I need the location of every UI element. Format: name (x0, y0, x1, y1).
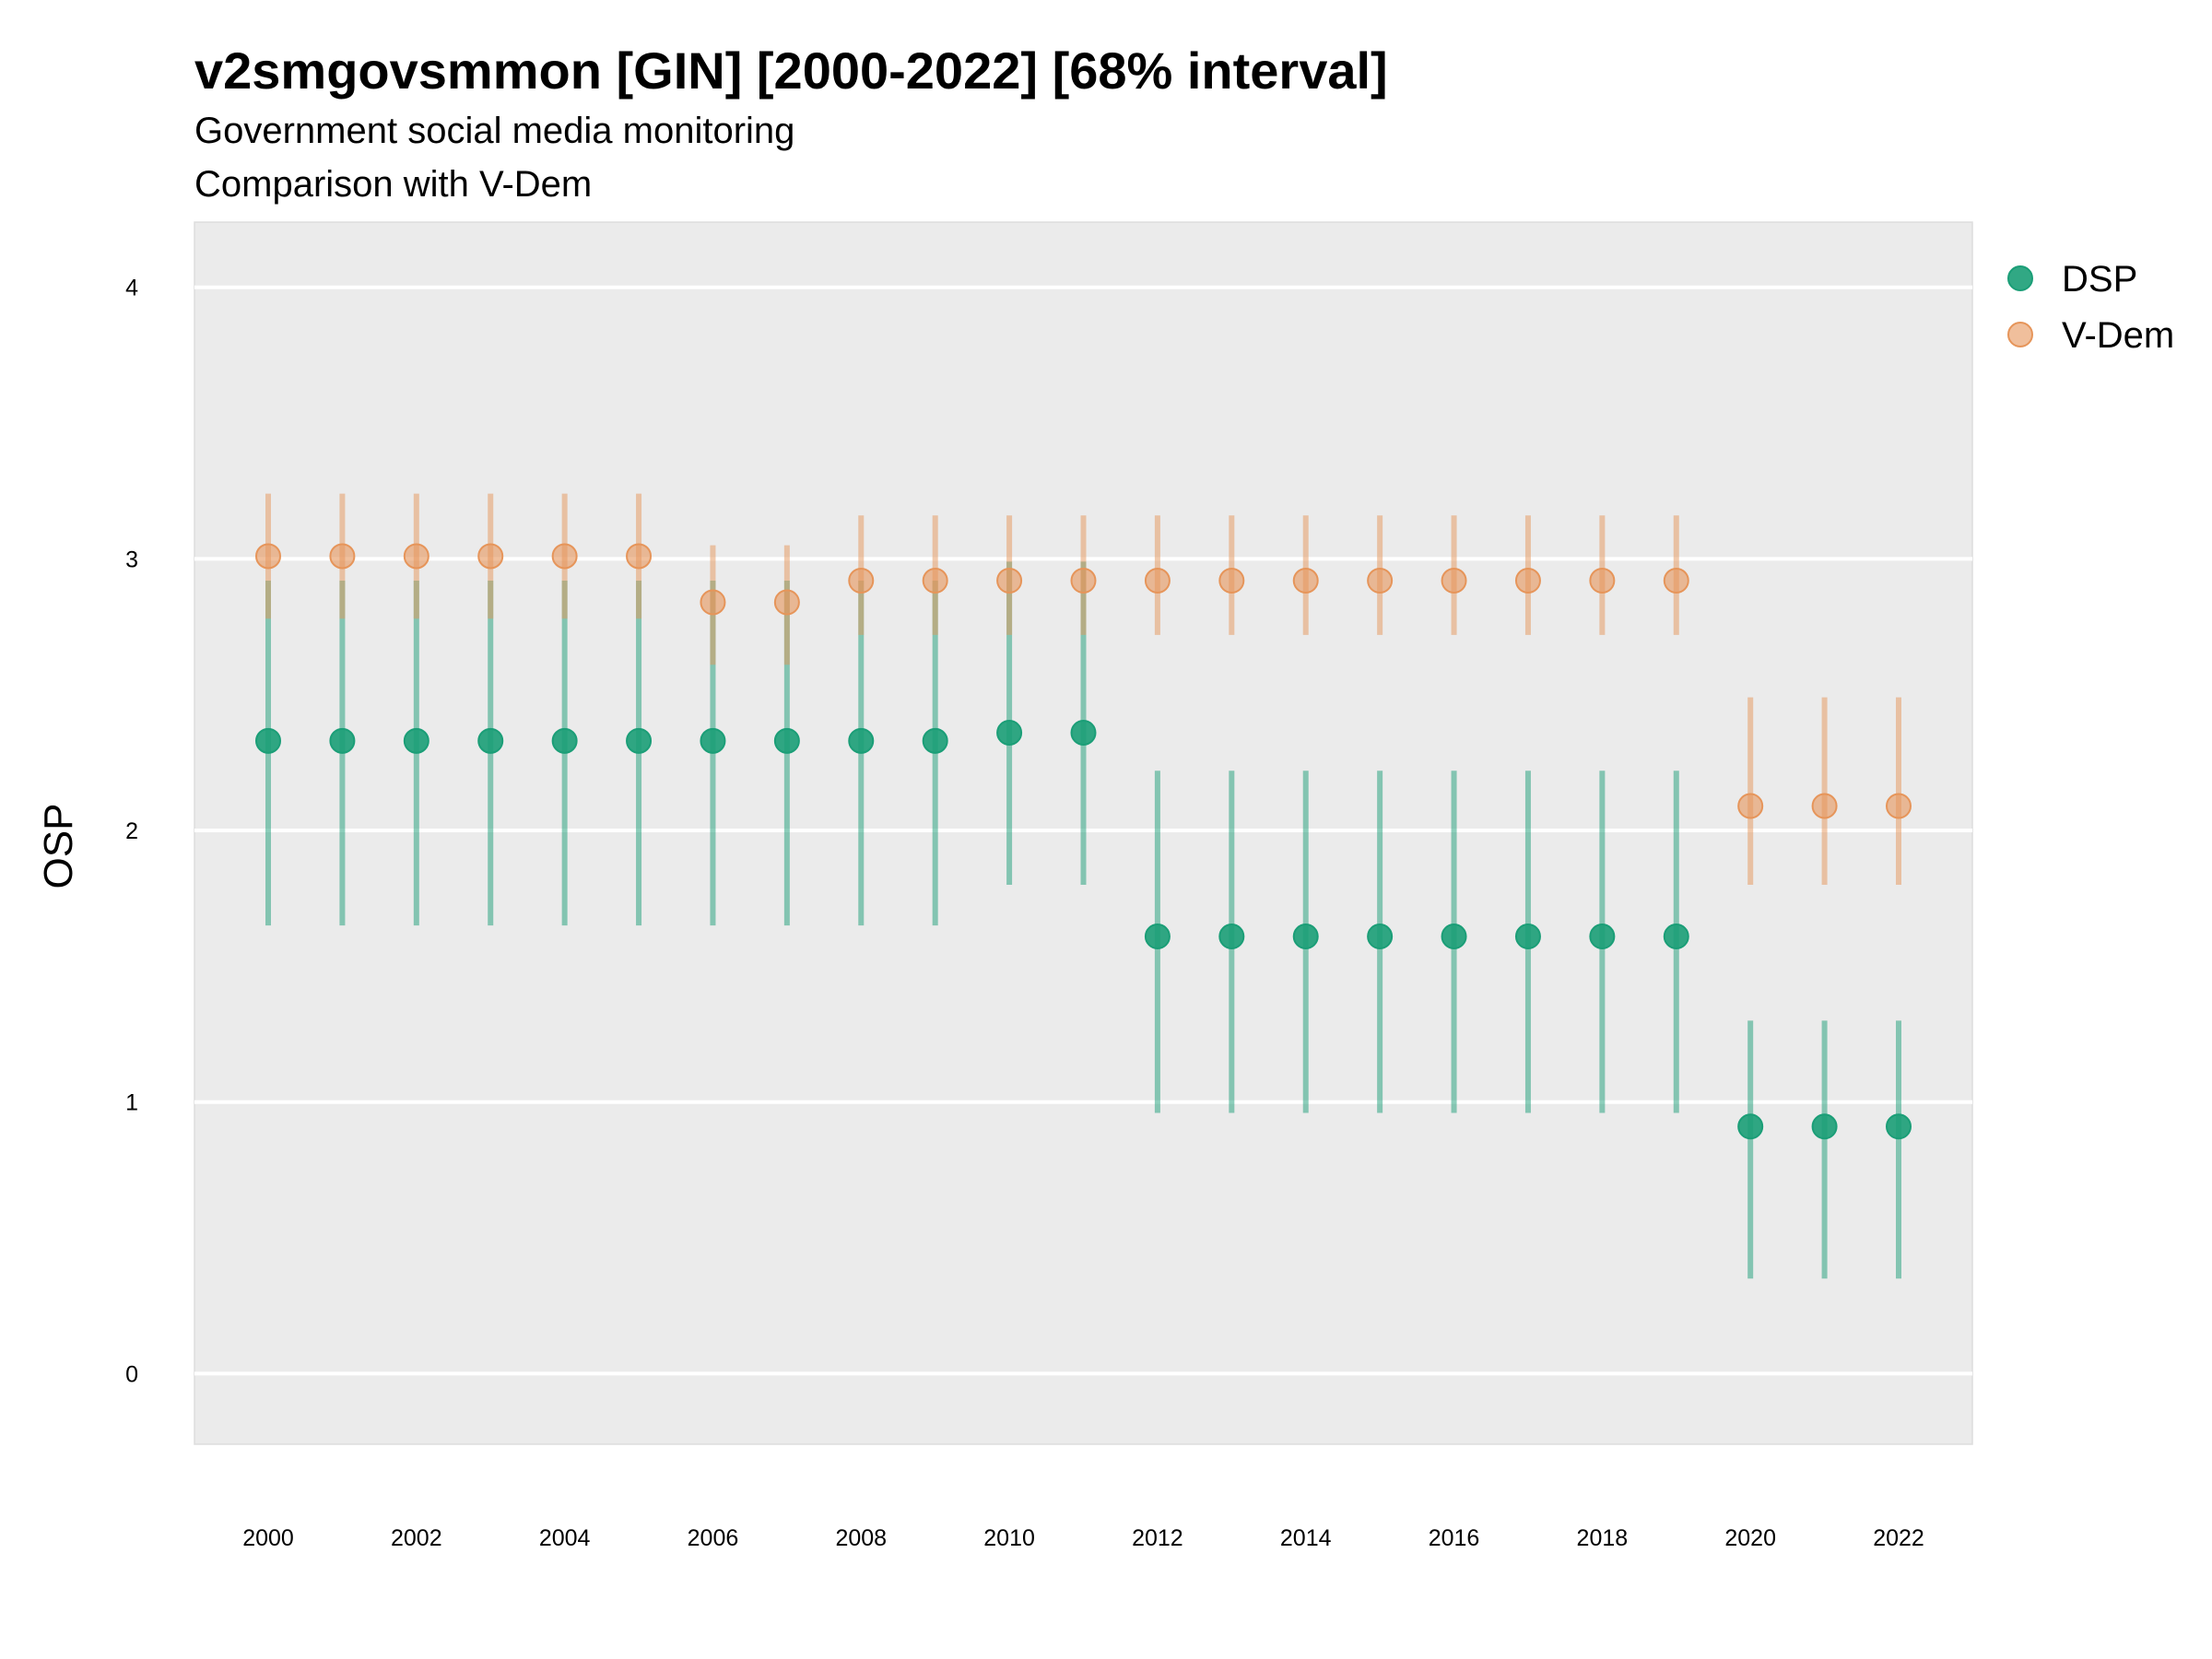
x-tick-label: 2016 (1429, 1525, 1480, 1551)
point-dsp (1886, 1113, 1912, 1140)
point-v-dem (403, 543, 429, 570)
point-v-dem (1514, 567, 1541, 594)
point-dsp (1737, 1113, 1764, 1140)
point-dsp (1514, 923, 1541, 949)
y-tick-label: 2 (125, 818, 138, 844)
chart-caption: Comparison with V-Dem (194, 164, 592, 205)
x-tick-label: 2018 (1577, 1525, 1629, 1551)
point-dsp (1218, 923, 1245, 949)
point-dsp (1663, 923, 1689, 949)
point-dsp (1811, 1113, 1838, 1140)
point-v-dem (1811, 793, 1838, 819)
chart-subtitle: Government social media monitoring (194, 111, 794, 151)
legend: DSP V-Dem (2007, 259, 2174, 356)
x-tick-label: 2008 (835, 1525, 887, 1551)
legend-label-dsp: DSP (2062, 259, 2137, 300)
point-dsp (255, 727, 281, 754)
x-tick-label: 2000 (242, 1525, 294, 1551)
point-dsp (626, 727, 653, 754)
point-v-dem (1886, 793, 1912, 819)
point-dsp (922, 727, 948, 754)
point-v-dem (329, 543, 356, 570)
y-tick-label: 1 (125, 1090, 138, 1116)
point-v-dem (773, 589, 800, 616)
point-dsp (1144, 923, 1171, 949)
point-v-dem (1292, 567, 1319, 594)
point-v-dem (848, 567, 875, 594)
point-v-dem (700, 589, 726, 616)
point-dsp (403, 727, 429, 754)
point-v-dem (551, 543, 578, 570)
point-v-dem (996, 567, 1023, 594)
legend-label-v-dem: V-Dem (2062, 315, 2174, 356)
point-dsp (773, 727, 800, 754)
y-axis-label: OSP (36, 804, 81, 889)
x-tick-label: 2010 (983, 1525, 1035, 1551)
point-dsp (477, 727, 504, 754)
legend-key-v-dem (2007, 322, 2033, 347)
x-tick-label: 2002 (391, 1525, 442, 1551)
x-tick-label: 2020 (1724, 1525, 1776, 1551)
data-marks (255, 493, 1912, 1279)
point-dsp (1441, 923, 1467, 949)
x-tick-label: 2004 (539, 1525, 591, 1551)
point-dsp (1292, 923, 1319, 949)
point-v-dem (1663, 567, 1689, 594)
point-v-dem (922, 567, 948, 594)
point-dsp (700, 727, 726, 754)
x-tick-label: 2014 (1280, 1525, 1332, 1551)
point-v-dem (1144, 567, 1171, 594)
x-tick-label: 2012 (1132, 1525, 1183, 1551)
point-dsp (996, 719, 1023, 746)
point-v-dem (1441, 567, 1467, 594)
point-v-dem (626, 543, 653, 570)
point-v-dem (1737, 793, 1764, 819)
legend-key-dsp (2007, 265, 2033, 291)
point-dsp (329, 727, 356, 754)
chart-title: v2smgovsmmon [GIN] [2000-2022] [68% inte… (194, 41, 1388, 100)
point-v-dem (477, 543, 504, 570)
x-tick-label: 2006 (688, 1525, 739, 1551)
point-v-dem (255, 543, 281, 570)
y-tick-label: 0 (125, 1361, 138, 1387)
y-tick-label: 3 (125, 547, 138, 572)
point-v-dem (1367, 567, 1394, 594)
point-dsp (848, 727, 875, 754)
point-dsp (1367, 923, 1394, 949)
x-axis-ticks: 2000 2002 2004 2006 2008 2010 2012 2014 2016 2018… (242, 1525, 1924, 1551)
point-v-dem (1218, 567, 1245, 594)
point-dsp (551, 727, 578, 754)
point-dsp (1070, 719, 1097, 746)
x-tick-label: 2022 (1873, 1525, 1924, 1551)
point-v-dem (1070, 567, 1097, 594)
y-axis-ticks: 0 1 2 3 4 (125, 276, 138, 1388)
y-tick-label: 4 (125, 276, 138, 301)
point-v-dem (1589, 567, 1616, 594)
point-dsp (1589, 923, 1616, 949)
